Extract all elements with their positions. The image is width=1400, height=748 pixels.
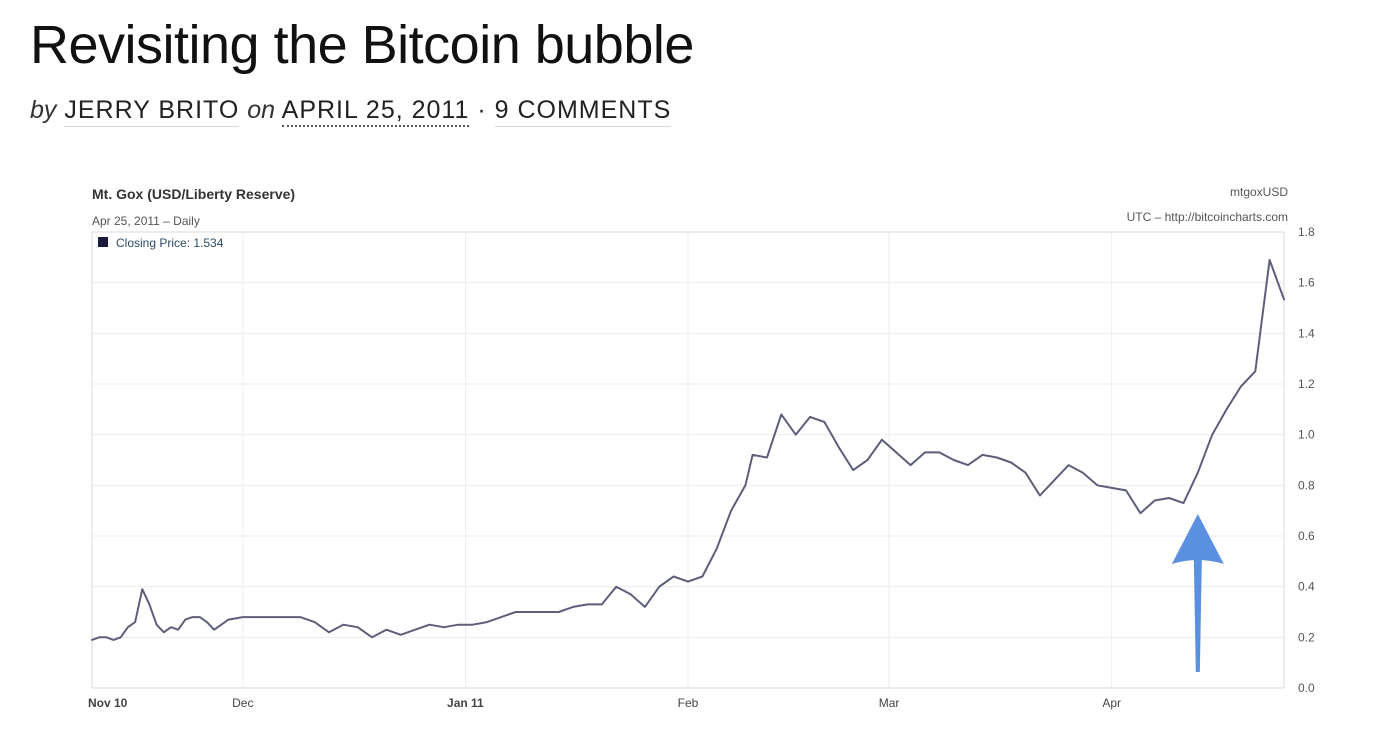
x-axis-ticks: Nov 10 Dec Jan 11 Feb Mar Apr [88,696,1121,710]
y-tick-label: 1.0 [1298,428,1315,442]
chart-grid [91,231,1284,689]
chart-source: UTC – http://bitcoincharts.com [1127,210,1288,224]
byline-separator: · [477,96,487,124]
post-byline: by JERRY BRITO on APRIL 25, 2011 · 9 COM… [30,96,672,127]
y-tick-label: 1.6 [1298,276,1315,290]
x-tick-label: Jan 11 [447,696,484,710]
x-tick-label: Feb [678,696,699,710]
post-date[interactable]: APRIL 25, 2011 [281,96,470,127]
chart-title: Mt. Gox (USD/Liberty Reserve) [92,186,295,202]
y-tick-label: 0.8 [1298,478,1315,492]
x-tick-label: Nov 10 [88,696,128,710]
x-tick-label: Dec [232,696,253,710]
comments-link[interactable]: 9 COMMENTS [494,96,672,127]
x-tick-label: Mar [879,696,900,710]
y-tick-label: 0.6 [1298,529,1315,543]
plot-frame [91,231,1285,689]
post-title: Revisiting the Bitcoin bubble [30,15,694,75]
byline-on-word: on [247,96,276,124]
y-tick-label: 1.2 [1298,377,1315,391]
y-tick-label: 0.4 [1298,580,1315,594]
arrow-shaft [1193,560,1202,672]
legend-swatch [98,237,108,247]
y-tick-label: 0.2 [1298,630,1315,644]
author-link[interactable]: JERRY BRITO [64,96,240,127]
arrow-head [1171,514,1224,564]
price-series-line [91,258,1285,641]
y-tick-label: 1.4 [1298,326,1315,340]
byline-by-word: by [30,96,57,124]
chart-symbol: mtgoxUSD [1230,185,1288,199]
x-tick-label: Apr [1102,696,1121,710]
legend-label: Closing Price: 1.534 [116,236,224,250]
y-tick-label: 1.8 [1298,225,1315,239]
chart-subtitle: Apr 25, 2011 – Daily [92,214,200,228]
y-axis-ticks: 0.0 0.2 0.4 0.6 0.8 1.0 1.2 1.4 1.6 1.8 [1298,225,1315,695]
annotation-arrow [1171,514,1224,672]
y-tick-label: 0.0 [1298,681,1315,695]
